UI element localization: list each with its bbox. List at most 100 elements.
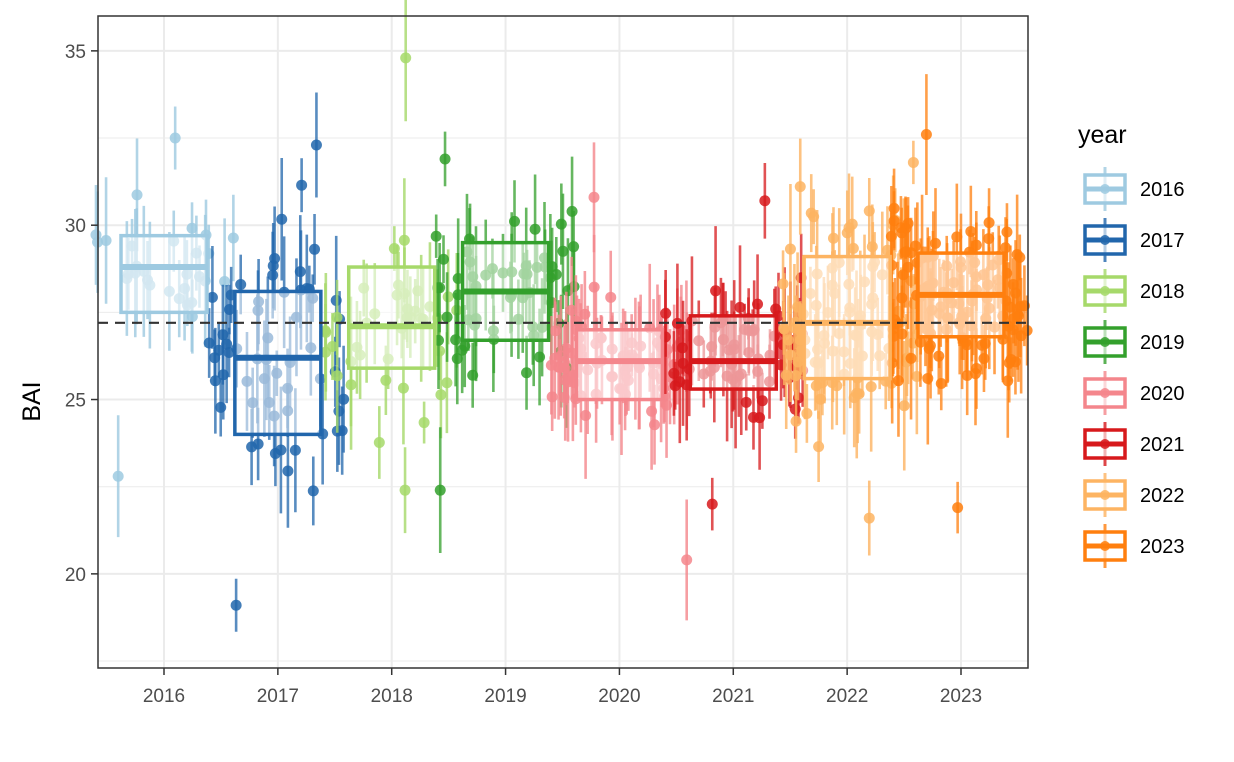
- data-point: [559, 362, 571, 374]
- data-point: [345, 379, 357, 391]
- data-point: [215, 401, 227, 413]
- data-point: [269, 447, 281, 459]
- legend-item-2023: 2023: [1083, 524, 1185, 568]
- legend-item-2020: 2020: [1083, 371, 1185, 415]
- data-point: [1014, 301, 1026, 313]
- data-point: [441, 311, 453, 323]
- data-point: [230, 599, 242, 611]
- data-point: [276, 213, 288, 225]
- x-tick-label: 2020: [598, 686, 640, 707]
- data-point: [399, 484, 411, 496]
- x-tick-label: 2017: [257, 686, 299, 707]
- data-point: [282, 465, 294, 477]
- box-2023: [916, 251, 1006, 339]
- y-tick-label: 25: [65, 391, 86, 412]
- x-tick-label: 2022: [826, 686, 868, 707]
- data-point: [813, 441, 825, 453]
- x-tick-label: 2018: [371, 686, 413, 707]
- data-point: [307, 485, 319, 497]
- legend-label: 2023: [1140, 536, 1185, 558]
- data-point: [1002, 375, 1014, 387]
- data-point: [778, 322, 790, 334]
- legend-label: 2018: [1140, 281, 1185, 303]
- axes: 20 25 30 35 2016 2017 2018 2019 2020 2021 2022 2023…: [18, 15, 1029, 707]
- legend-label: 2019: [1140, 332, 1185, 354]
- legend-title: year: [1078, 121, 1127, 149]
- legend-item-2018: 2018: [1083, 269, 1185, 313]
- data-point: [794, 181, 806, 193]
- data-point: [580, 409, 592, 421]
- legend-item-2019: 2019: [1083, 320, 1185, 364]
- x-tick-label: 2023: [940, 686, 982, 707]
- data-point: [131, 189, 143, 201]
- box-2017: [233, 289, 323, 437]
- data-point: [294, 266, 306, 278]
- data-point: [784, 243, 796, 255]
- y-tick-label: 20: [65, 565, 86, 586]
- box-2018: [346, 265, 437, 370]
- data-point: [267, 269, 279, 281]
- data-point: [759, 195, 771, 207]
- data-point: [252, 438, 264, 450]
- data-point: [976, 339, 988, 351]
- data-point: [112, 470, 124, 482]
- data-point: [550, 268, 562, 280]
- data-point: [310, 139, 322, 151]
- x-tick-label: 2019: [484, 686, 526, 707]
- box-iqr: [346, 265, 437, 370]
- box-2021: [688, 314, 779, 391]
- data-point: [439, 153, 451, 165]
- legend: year 2016 2017 2018 2019 2020 2021 2022 2023: [1078, 121, 1185, 568]
- legend-key-point: [1100, 439, 1110, 449]
- data-point: [289, 444, 301, 456]
- data-point: [808, 211, 820, 223]
- data-point: [338, 393, 350, 405]
- legend-label: 2020: [1140, 383, 1185, 405]
- data-point: [213, 344, 225, 356]
- data-point: [435, 389, 447, 401]
- legend-item-2021: 2021: [1083, 422, 1185, 466]
- y-axis-title: BAI: [18, 381, 46, 421]
- data-point: [896, 227, 908, 239]
- data-point: [914, 336, 926, 348]
- data-point: [320, 326, 332, 338]
- data-point: [1008, 313, 1020, 325]
- legend-label: 2017: [1140, 230, 1185, 252]
- legend-key-point: [1100, 388, 1110, 398]
- data-point: [909, 240, 921, 252]
- data-point: [331, 370, 343, 382]
- data-point: [827, 232, 839, 244]
- y-tick-label: 30: [65, 216, 86, 237]
- data-point: [309, 243, 321, 255]
- data-point: [398, 234, 410, 246]
- box-iqr: [233, 289, 323, 437]
- data-point: [847, 242, 859, 254]
- data-point: [843, 222, 855, 234]
- data-point: [734, 301, 746, 313]
- data-point: [898, 400, 910, 412]
- data-point: [534, 351, 546, 363]
- data-point: [905, 352, 917, 364]
- data-point: [896, 328, 908, 340]
- data-point: [209, 375, 221, 387]
- legend-item-2017: 2017: [1083, 218, 1185, 262]
- data-point: [331, 311, 343, 323]
- data-point: [459, 340, 471, 352]
- data-point: [681, 554, 693, 566]
- data-point: [1021, 325, 1033, 337]
- data-point: [935, 377, 947, 389]
- legend-item-2022: 2022: [1083, 473, 1185, 517]
- data-point: [865, 381, 877, 393]
- data-point: [529, 223, 541, 235]
- data-point: [566, 205, 578, 217]
- legend-label: 2021: [1140, 434, 1185, 456]
- data-point: [777, 278, 789, 290]
- panel-border: [97, 15, 1029, 669]
- box-iqr: [802, 254, 892, 381]
- data-point: [790, 415, 802, 427]
- data-point: [568, 241, 580, 253]
- data-point: [451, 353, 463, 365]
- legend-item-2016: 2016: [1083, 167, 1185, 211]
- data-point: [754, 412, 766, 424]
- data-point: [557, 245, 569, 257]
